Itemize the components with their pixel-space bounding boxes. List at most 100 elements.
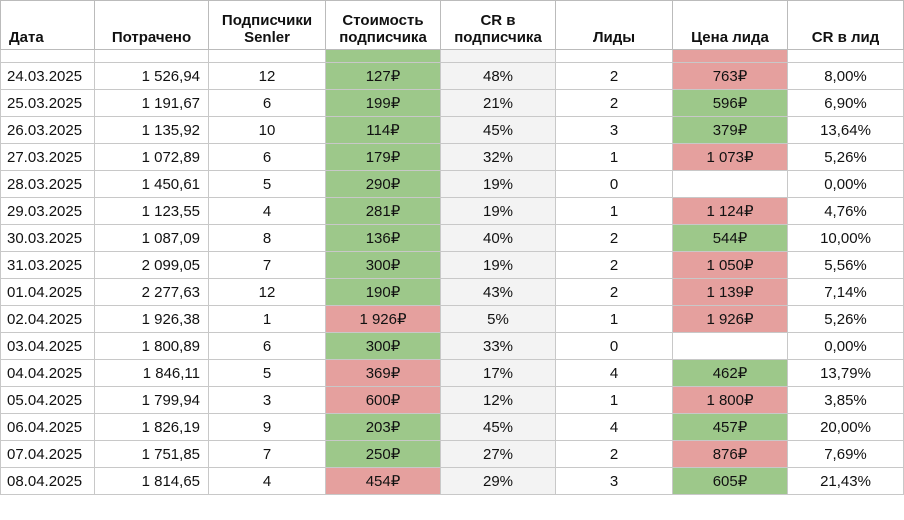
table-row: 28.03.2025 1 450,61 5 290₽ 19% 0 0,00% [0,170,904,198]
table-row: 08.04.2025 1 814,65 4 454₽ 29% 3 605₽ 21,43% [0,467,904,495]
cell: 290₽ [325,170,441,198]
table-row: 29.03.2025 1 123,55 4 281₽ 19% 1 1 124₽ 4,76% [0,197,904,225]
cell: 1 814,65 [94,467,209,495]
cell: 190₽ [325,278,441,306]
cell: 300₽ [325,332,441,360]
cell: 5 [208,170,326,198]
cell: 462₽ [672,359,788,387]
cell: 544₽ [672,224,788,252]
cell: 05.04.2025 [0,386,95,414]
cell: 1 826,19 [94,413,209,441]
cell: 13,64% [787,116,904,144]
cell: 8 [208,224,326,252]
table-body: 24.03.2025 1 526,94 12 127₽ 48% 2 763₽ 8,00% 25.… [0,49,904,495]
column-header: Подписчики Senler [208,0,326,50]
cell: 1 135,92 [94,116,209,144]
table-row: 27.03.2025 1 072,89 6 179₽ 32% 1 1 073₽ 5,26% [0,143,904,171]
cell: 2 099,05 [94,251,209,279]
cell: 1 [555,143,673,171]
cell: 7 [208,440,326,468]
cell: 1 926,38 [94,305,209,333]
cell: 300₽ [325,251,441,279]
cell: 605₽ [672,467,788,495]
header-row: Дата Потрачено Подписчики Senler Стоимость … [0,0,904,50]
cell: 1 073₽ [672,143,788,171]
cell [672,170,788,198]
cell: 596₽ [672,89,788,117]
cell: 02.04.2025 [0,305,95,333]
table-row: 03.04.2025 1 800,89 6 300₽ 33% 0 0,00% [0,332,904,360]
cell: 45% [440,413,556,441]
table-row: 06.04.2025 1 826,19 9 203₽ 45% 4 457₽ 20,00% [0,413,904,441]
cell: 0,00% [787,170,904,198]
cell: 1 [208,305,326,333]
cell: 43% [440,278,556,306]
cell: 8,00% [787,62,904,90]
cell: 3 [555,467,673,495]
cell: 2 277,63 [94,278,209,306]
column-header: Стоимость подписчика [325,0,441,50]
table-row: 04.04.2025 1 846,11 5 369₽ 17% 4 462₽ 13,79% [0,359,904,387]
cell: 1 123,55 [94,197,209,225]
cell: 6 [208,89,326,117]
cell: 600₽ [325,386,441,414]
column-header: CR в лид [787,0,904,50]
cell: 5,26% [787,305,904,333]
cell: 19% [440,170,556,198]
cell: 9 [208,413,326,441]
cell: 12 [208,62,326,90]
cell: 01.04.2025 [0,278,95,306]
clipped-row [0,49,904,63]
cell: 10,00% [787,224,904,252]
cell: 0 [555,170,673,198]
data-table: Дата Потрачено Подписчики Senler Стоимость … [0,0,904,495]
cell: 2 [555,224,673,252]
cell: 457₽ [672,413,788,441]
cell: 114₽ [325,116,441,144]
cell: 763₽ [672,62,788,90]
table-row: 05.04.2025 1 799,94 3 600₽ 12% 1 1 800₽ 3,85% [0,386,904,414]
cell: 40% [440,224,556,252]
cell: 7 [208,251,326,279]
cell: 250₽ [325,440,441,468]
cell [94,49,209,63]
cell: 21% [440,89,556,117]
cell: 0 [555,332,673,360]
table-row: 30.03.2025 1 087,09 8 136₽ 40% 2 544₽ 10,00% [0,224,904,252]
cell: 06.04.2025 [0,413,95,441]
cell: 29% [440,467,556,495]
table-row: 02.04.2025 1 926,38 1 1 926₽ 5% 1 1 926₽ 5,26% [0,305,904,333]
table-row: 26.03.2025 1 135,92 10 114₽ 45% 3 379₽ 13,64% [0,116,904,144]
cell: 27% [440,440,556,468]
cell: 6,90% [787,89,904,117]
cell: 28.03.2025 [0,170,95,198]
cell: 1 124₽ [672,197,788,225]
cell: 32% [440,143,556,171]
cell: 1 926₽ [325,305,441,333]
cell: 876₽ [672,440,788,468]
cell: 6 [208,143,326,171]
cell: 2 [555,251,673,279]
cell: 1 [555,305,673,333]
cell: 281₽ [325,197,441,225]
table-row: 31.03.2025 2 099,05 7 300₽ 19% 2 1 050₽ 5,56% [0,251,904,279]
cell: 1 139₽ [672,278,788,306]
table-row: 24.03.2025 1 526,94 12 127₽ 48% 2 763₽ 8,00% [0,62,904,90]
cell: 03.04.2025 [0,332,95,360]
column-header: Потрачено [94,0,209,50]
cell: 1 800,89 [94,332,209,360]
cell: 179₽ [325,143,441,171]
cell: 12 [208,278,326,306]
cell: 3 [555,116,673,144]
cell: 5,56% [787,251,904,279]
column-header: Дата [0,0,95,50]
cell: 30.03.2025 [0,224,95,252]
cell: 07.04.2025 [0,440,95,468]
table-row: 25.03.2025 1 191,67 6 199₽ 21% 2 596₽ 6,90% [0,89,904,117]
cell: 08.04.2025 [0,467,95,495]
cell: 1 072,89 [94,143,209,171]
cell: 136₽ [325,224,441,252]
cell: 10 [208,116,326,144]
cell: 1 050₽ [672,251,788,279]
